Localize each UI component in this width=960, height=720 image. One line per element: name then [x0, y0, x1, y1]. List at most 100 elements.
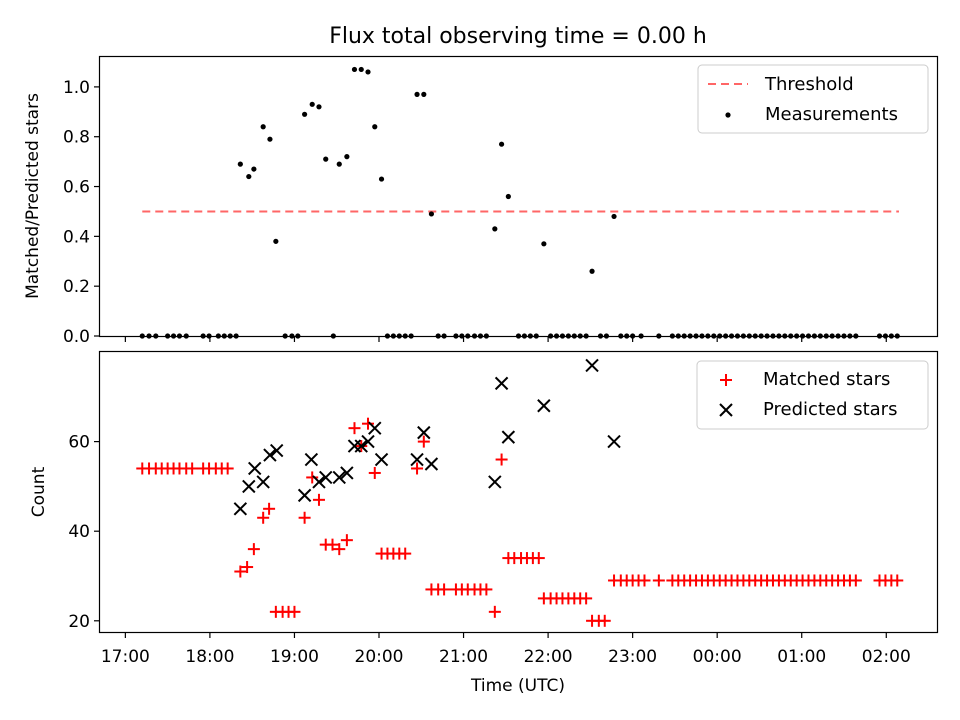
top-y-tick-label: 1.0 [63, 78, 90, 98]
measurement-point [589, 268, 595, 274]
bottom-x-axis: 17:00 18:00 19:00 20:00 21:00 22:00 23:00 00:00… [101, 632, 911, 667]
matched-star-point [652, 574, 665, 587]
measurement-point [428, 211, 435, 217]
matched-star-point [288, 605, 301, 618]
matched-star-point [849, 574, 862, 587]
matched-star-point [326, 538, 339, 551]
measurement-point [498, 141, 505, 147]
predicted-star-point [537, 399, 551, 413]
x-tick-label: 01:00 [777, 647, 826, 667]
matched-star-point [247, 543, 260, 556]
matched-star-point [298, 511, 311, 524]
predicted-legend-label: Predicted stars [763, 399, 897, 420]
top-y-tick-label: 0.0 [63, 327, 90, 347]
x-tick-label: 21:00 [439, 647, 488, 667]
measurement-point [611, 213, 617, 220]
matched-star-point [495, 453, 508, 466]
predicted-star-point [312, 475, 326, 489]
matched-star-point [362, 417, 375, 430]
matched-star-point [368, 466, 381, 479]
matched-star-point [340, 534, 353, 547]
predicted-star-point [297, 488, 312, 503]
top-y-tick-label: 0.4 [63, 227, 90, 247]
top-y-axis-label: Matched/Predicted stars [23, 93, 43, 299]
x-tick-label: 20:00 [355, 647, 404, 667]
matched-star-point [891, 574, 904, 587]
predicted-star-point [368, 421, 382, 435]
matched-star-point [186, 462, 199, 475]
measurement-point [421, 91, 427, 97]
measurement-point [365, 69, 371, 75]
x-tick-label: 00:00 [693, 647, 742, 667]
figure-title: Flux total observing time = 0.00 h [329, 24, 707, 49]
measurement-point [302, 111, 308, 117]
top-y-tick-label: 0.6 [63, 178, 90, 198]
measurement-point [541, 241, 547, 247]
matched-star-point [638, 574, 651, 587]
measurement-point [246, 173, 252, 180]
threshold-legend-label: Threshold [764, 74, 854, 95]
predicted-star-point [304, 452, 319, 467]
predicted-star-point [417, 425, 431, 440]
measurement-point [323, 156, 329, 162]
predicted-star-point [410, 452, 424, 467]
measurement-point [273, 238, 279, 244]
matched-star-point [417, 435, 430, 448]
top-legend-box [697, 64, 929, 134]
bottom-y-tick-label: 20 [68, 612, 90, 632]
matched-star-point [580, 592, 593, 605]
matched-star-point [480, 583, 493, 596]
measurement-point [372, 124, 378, 130]
predicted-star-point [354, 439, 368, 453]
predicted-star-point [501, 430, 516, 444]
predicted-star-point [494, 376, 509, 391]
x-axis-label: Time (UTC) [470, 676, 565, 696]
x-tick-label: 18:00 [185, 647, 234, 667]
matched-star-point [399, 547, 412, 560]
predicted-legend-swatch [719, 403, 733, 417]
matched-star-point [221, 462, 234, 475]
measurement-point [267, 136, 273, 142]
predicted-star-point [340, 466, 354, 480]
measurement-point [336, 161, 342, 167]
matched-star-point [306, 471, 319, 484]
measurement-point [251, 166, 257, 172]
predicted-stars-series [233, 358, 621, 516]
predicted-star-point [233, 502, 248, 516]
x-tick-label: 23:00 [608, 647, 657, 667]
predicted-star-point [319, 470, 333, 485]
bottom-panel: Count 20 40 60 17:00 18:00 19:00 20:00 21:00 22… [29, 350, 939, 696]
predicted-star-point [256, 475, 270, 489]
matched-stars-series [136, 417, 904, 627]
matched-star-point [438, 583, 451, 596]
predicted-star-point [374, 452, 389, 467]
matched-star-point [241, 561, 254, 574]
measurement-point [351, 66, 358, 73]
top-axes-frame [98, 55, 939, 338]
top-y-axis: 0.0 0.2 0.4 0.6 0.8 1.0 [63, 78, 100, 347]
bottom-axes-frame [98, 350, 939, 634]
matched-star-point [488, 605, 501, 618]
bottom-legend-box [696, 360, 929, 430]
bottom-plot-area [136, 358, 904, 627]
matched-star-point [598, 614, 611, 627]
measurement-point [378, 176, 385, 182]
x-tick-label: 22:00 [524, 647, 573, 667]
matched-star-point [257, 511, 270, 524]
measurement-point [316, 104, 322, 110]
predicted-star-point [607, 434, 621, 449]
x-tick-label: 17:00 [101, 647, 150, 667]
top-y-tick-label: 0.2 [63, 277, 90, 297]
predicted-star-point [242, 479, 256, 494]
predicted-star-point [488, 475, 502, 489]
measurement-point [309, 101, 315, 107]
measurement-point [505, 193, 511, 200]
x-tick-label: 19:00 [270, 647, 319, 667]
matched-star-point [333, 543, 346, 556]
matched-star-point [263, 502, 276, 515]
x-tick-label: 02:00 [862, 647, 911, 667]
matched-star-point [411, 462, 424, 475]
measurement-point [358, 66, 364, 73]
predicted-star-point [361, 434, 375, 449]
